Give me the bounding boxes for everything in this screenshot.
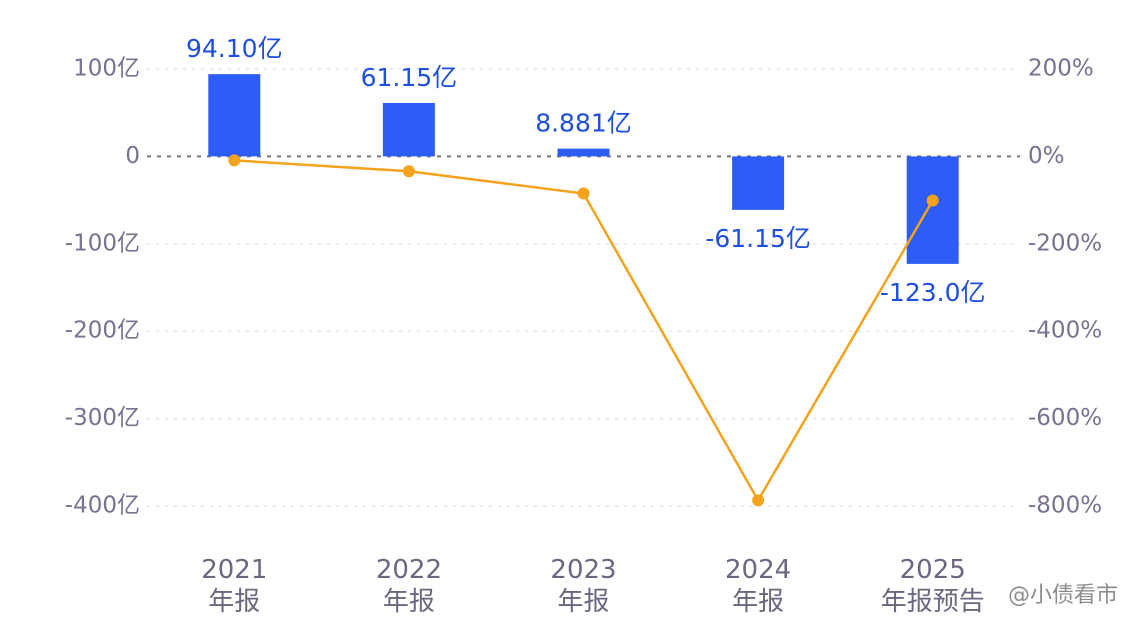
y2-tick-label: -200%	[1028, 230, 1102, 256]
x-tick-label: 2021 年报	[201, 555, 267, 617]
y-tick-label: 0	[125, 143, 140, 169]
bar	[382, 102, 435, 157]
y2-tick-label: -800%	[1028, 493, 1102, 519]
x-tick-label: 2023 年报	[550, 555, 616, 617]
bar	[208, 74, 261, 157]
y2-tick-label: 0%	[1028, 143, 1065, 169]
y-tick-label: -100亿	[65, 230, 140, 256]
y-tick-label: -200亿	[65, 318, 140, 344]
value-label: -123.0亿	[880, 278, 986, 307]
watermark: @小债看市	[1008, 583, 1118, 608]
line-point	[228, 154, 241, 167]
y-tick-label: -400亿	[65, 493, 140, 519]
bar	[732, 156, 785, 210]
x-tick-label: 2025 年报预告	[881, 555, 985, 617]
y2-tick-label: 200%	[1028, 56, 1094, 82]
y-tick-label: 100亿	[73, 56, 140, 82]
line-point	[752, 494, 765, 507]
y-tick-label: -300亿	[65, 405, 140, 431]
value-label: 94.10亿	[186, 34, 283, 63]
line-point	[577, 187, 590, 200]
value-label: 8.881亿	[535, 109, 632, 138]
line-point	[402, 165, 415, 178]
value-label: -61.15亿	[705, 224, 811, 253]
bar	[557, 148, 610, 157]
bar	[906, 156, 959, 264]
y2-tick-label: -600%	[1028, 405, 1102, 431]
line-point	[926, 194, 939, 207]
value-label: 61.15亿	[361, 63, 458, 92]
x-tick-label: 2022 年报	[376, 555, 442, 617]
line	[234, 159, 934, 503]
x-tick-label: 2024 年报	[725, 555, 791, 617]
y2-tick-label: -400%	[1028, 318, 1102, 344]
grid	[147, 68, 1020, 507]
